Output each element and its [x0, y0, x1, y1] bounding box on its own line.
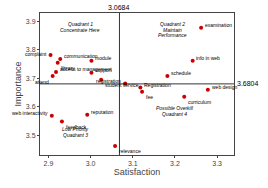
svg-text:access to management: access to management: [60, 66, 112, 72]
svg-text:Low Priority: Low Priority: [62, 126, 89, 132]
svg-text:Quadrant 3: Quadrant 3: [63, 132, 88, 138]
svg-text:examination: examination: [205, 22, 232, 28]
svg-text:schedule: schedule: [171, 70, 191, 76]
svg-text:web design: web design: [212, 84, 238, 90]
svg-text:3.0: 3.0: [86, 160, 96, 167]
svg-text:Quadrant 4: Quadrant 4: [162, 111, 187, 117]
svg-text:3.5: 3.5: [26, 132, 36, 139]
svg-text:student service: student service: [105, 82, 139, 88]
svg-text:module: module: [95, 55, 112, 61]
svg-text:3.0684: 3.0684: [108, 4, 130, 11]
svg-text:Performance: Performance: [158, 32, 187, 38]
svg-text:feedback: feedback: [66, 124, 87, 130]
svg-text:relevance: relevance: [119, 148, 141, 154]
svg-text:3.1: 3.1: [128, 160, 138, 167]
svg-text:Quadrant 2: Quadrant 2: [160, 21, 185, 27]
svg-text:3.3: 3.3: [212, 160, 222, 167]
svg-text:registration: registration: [96, 78, 121, 84]
svg-text:Importance: Importance: [13, 61, 23, 106]
svg-text:complaint: complaint: [25, 51, 47, 57]
svg-text:3.6: 3.6: [26, 103, 36, 110]
svg-text:web interactivity: web interactivity: [12, 110, 48, 116]
svg-text:Quadrant 1: Quadrant 1: [68, 21, 93, 27]
svg-text:3.2: 3.2: [170, 160, 180, 167]
svg-text:attend: attend: [35, 79, 49, 85]
svg-text:Maintain: Maintain: [163, 27, 182, 33]
svg-text:fee: fee: [146, 94, 153, 100]
svg-text:3.9: 3.9: [26, 18, 36, 25]
svg-text:Concentrate Here: Concentrate Here: [60, 27, 100, 33]
svg-text:Possible Overkill: Possible Overkill: [156, 105, 194, 111]
svg-text:3.8: 3.8: [26, 46, 36, 53]
svg-text:info in web: info in web: [196, 55, 220, 61]
svg-text:Satisfaction: Satisfaction: [114, 167, 161, 177]
svg-text:support: support: [95, 67, 112, 73]
svg-text:reputation: reputation: [91, 109, 113, 115]
svg-text:communication: communication: [64, 53, 98, 59]
svg-text:3.7: 3.7: [26, 75, 36, 82]
svg-text:2.9: 2.9: [44, 160, 54, 167]
svg-text:Registration: Registration: [144, 82, 171, 88]
svg-text:library: library: [61, 65, 75, 71]
svg-text:curriculum: curriculum: [188, 99, 211, 105]
svg-text:3.6804: 3.6804: [237, 80, 259, 87]
